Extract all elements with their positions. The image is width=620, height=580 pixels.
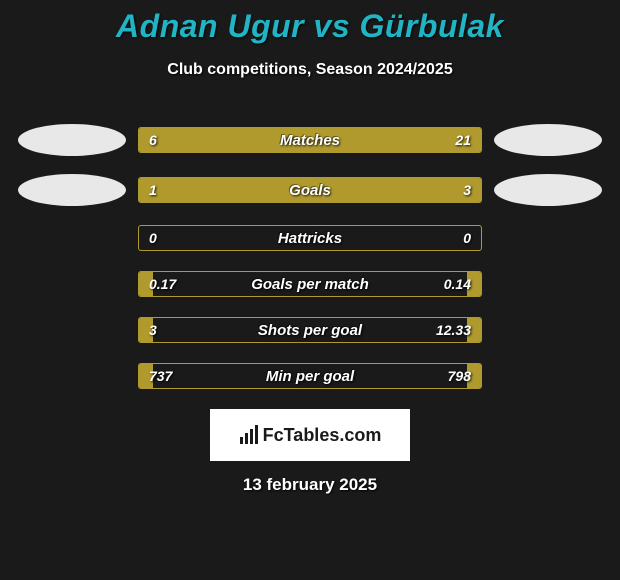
- brand-text: FcTables.com: [263, 425, 382, 446]
- team-logo-right: [494, 125, 602, 155]
- stat-label: Goals: [139, 178, 481, 202]
- page-title: Adnan Ugur vs Gürbulak: [0, 8, 620, 45]
- team-logo-left: [18, 125, 126, 155]
- stat-row: 00Hattricks: [0, 225, 620, 251]
- logo-placeholder-icon: [494, 174, 602, 206]
- stat-row: 0.170.14Goals per match: [0, 271, 620, 297]
- stat-label: Shots per goal: [139, 318, 481, 342]
- stat-row: 621Matches: [0, 125, 620, 155]
- logo-placeholder-icon: [494, 124, 602, 156]
- stat-bar: 621Matches: [138, 127, 482, 153]
- stat-bar: 312.33Shots per goal: [138, 317, 482, 343]
- stat-bar: 00Hattricks: [138, 225, 482, 251]
- stat-row: 737798Min per goal: [0, 363, 620, 389]
- chart-icon: [239, 425, 259, 445]
- stat-row: 312.33Shots per goal: [0, 317, 620, 343]
- logo-placeholder-icon: [18, 124, 126, 156]
- logo-placeholder-icon: [18, 174, 126, 206]
- brand-badge[interactable]: FcTables.com: [210, 409, 410, 461]
- stat-bar: 737798Min per goal: [138, 363, 482, 389]
- team-logo-right: [494, 175, 602, 205]
- stat-bar: 13Goals: [138, 177, 482, 203]
- stat-label: Matches: [139, 128, 481, 152]
- stat-row: 13Goals: [0, 175, 620, 205]
- date-text: 13 february 2025: [0, 475, 620, 495]
- team-logo-left: [18, 175, 126, 205]
- subtitle: Club competitions, Season 2024/2025: [0, 61, 620, 79]
- comparison-card: Adnan Ugur vs Gürbulak Club competitions…: [0, 0, 620, 495]
- stat-label: Hattricks: [139, 226, 481, 250]
- stat-label: Goals per match: [139, 272, 481, 296]
- stat-label: Min per goal: [139, 364, 481, 388]
- stats-rows: 621Matches 13Goals 00Hattricks 0.170.14Goal…: [0, 125, 620, 389]
- stat-bar: 0.170.14Goals per match: [138, 271, 482, 297]
